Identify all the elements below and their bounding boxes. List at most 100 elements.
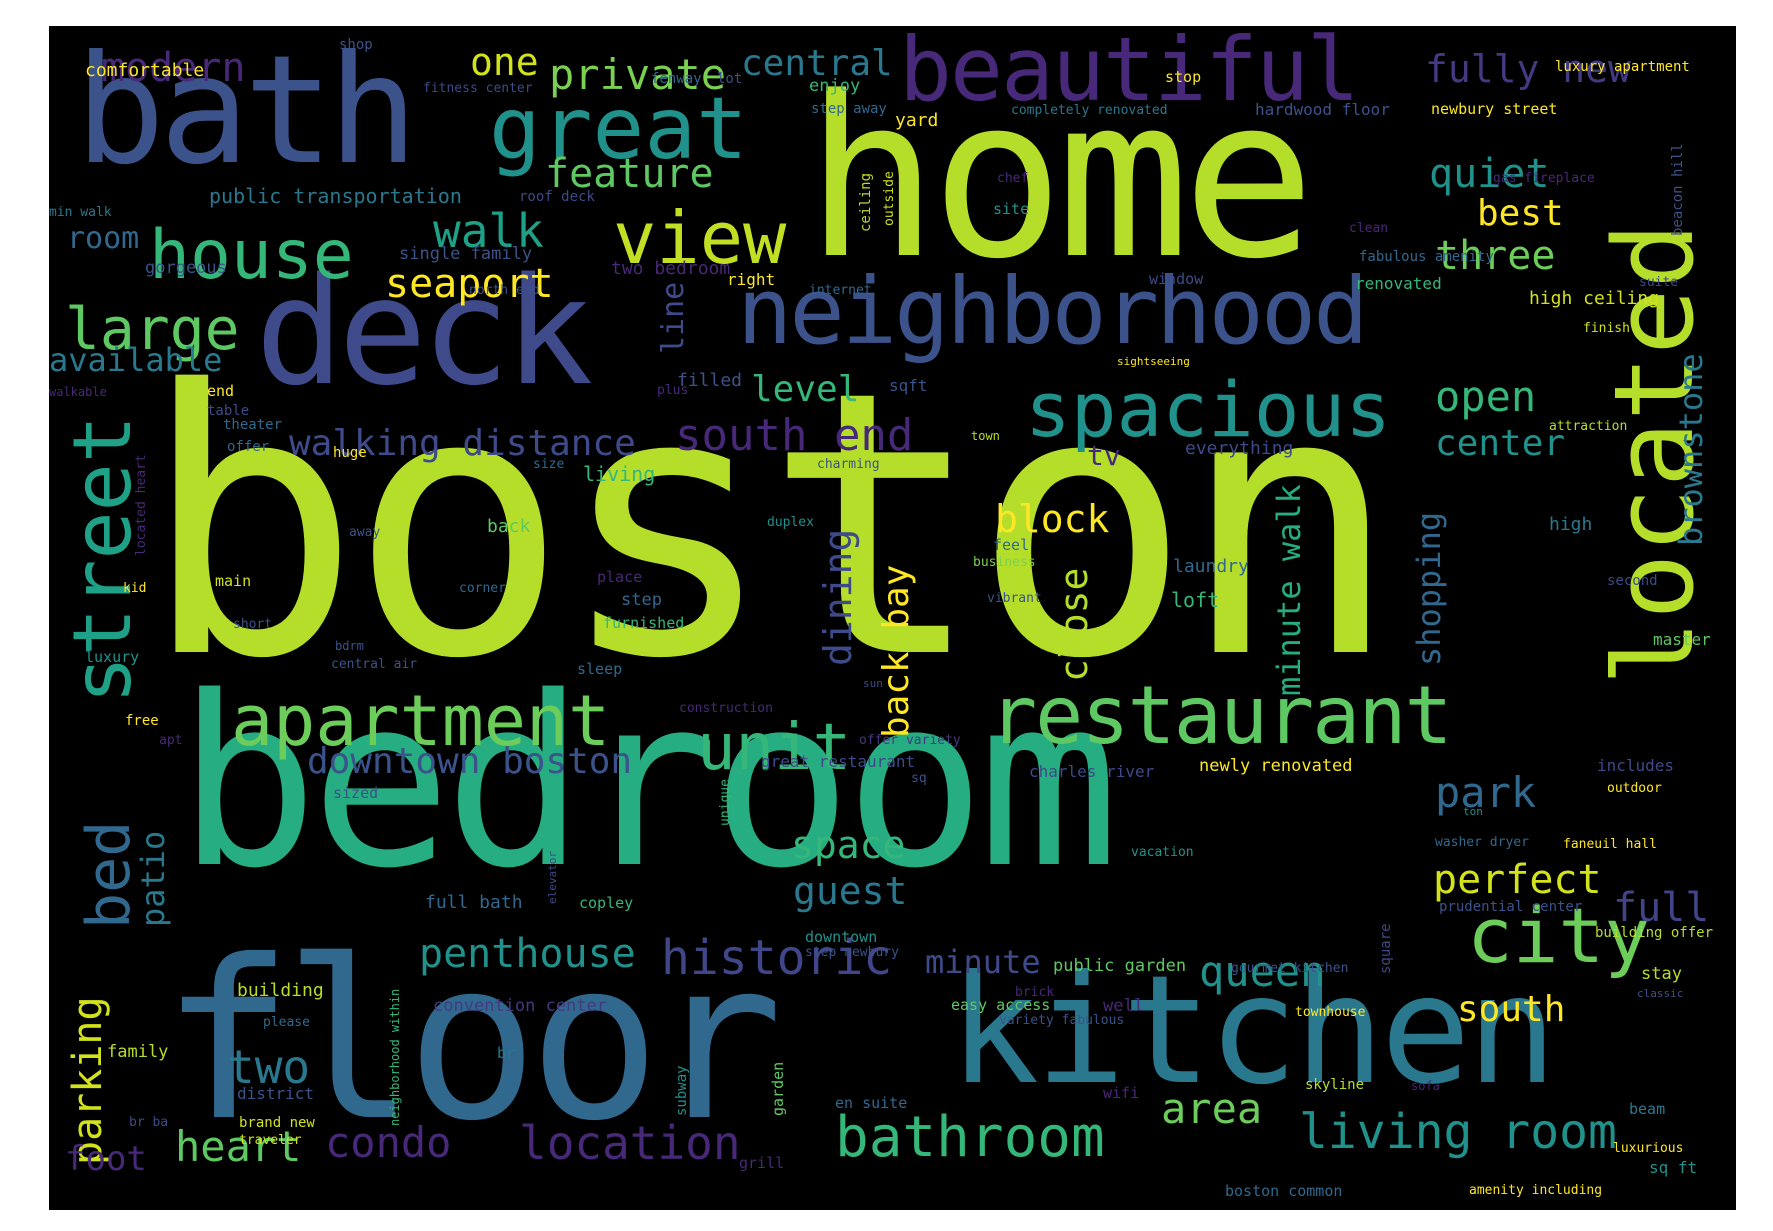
word: corner <box>459 581 506 596</box>
word: bdrm <box>335 639 364 653</box>
word: city <box>1467 891 1651 980</box>
word: town <box>971 429 1000 443</box>
word: sized <box>333 784 379 802</box>
word: suite <box>1639 275 1679 290</box>
word: attraction <box>1549 419 1628 434</box>
word: single family <box>399 244 533 264</box>
word: table <box>207 403 250 419</box>
word: main <box>215 572 252 590</box>
word: fully new <box>1425 47 1631 91</box>
word: enjoy <box>809 76 861 96</box>
word: newly renovated <box>1199 756 1353 776</box>
word: building offer <box>1595 925 1714 941</box>
word: step <box>621 590 662 610</box>
word: renovated <box>1355 274 1442 293</box>
word: please <box>263 1015 310 1030</box>
word: min walk <box>49 205 112 220</box>
word: master <box>1653 630 1711 649</box>
word: public transportation <box>209 184 462 208</box>
word: lot <box>717 71 743 87</box>
word: easy access <box>951 996 1051 1014</box>
word: away <box>349 525 381 540</box>
word: offer <box>227 439 270 455</box>
word: copley <box>579 894 634 912</box>
word: back bay <box>876 564 917 738</box>
word: central air <box>331 657 418 672</box>
word: level <box>751 369 860 410</box>
word: sq ft <box>1649 1158 1698 1177</box>
word: fabulous amenity <box>1359 249 1494 265</box>
word: boston common <box>1225 1182 1343 1200</box>
word: charles river <box>1029 762 1155 781</box>
word: duplex <box>767 515 814 530</box>
word: great restaurant <box>761 752 916 771</box>
word: one <box>470 40 539 84</box>
word: available <box>49 341 223 379</box>
word: construction <box>679 701 773 716</box>
word: walkable <box>49 385 107 399</box>
word: quiet <box>1429 151 1550 197</box>
word: great <box>489 79 748 179</box>
word: building <box>237 980 324 1001</box>
word: skyline <box>1305 1077 1365 1093</box>
word: ceiling <box>858 172 874 232</box>
word: townhouse <box>1295 1005 1366 1020</box>
word: foot <box>65 1139 147 1179</box>
word: second <box>1607 573 1658 589</box>
word: bath <box>75 26 418 198</box>
word: short <box>233 617 273 632</box>
word: boston <box>141 314 1399 739</box>
word: offer variety <box>859 733 961 748</box>
word: walking distance <box>289 423 636 464</box>
word: room <box>67 221 140 256</box>
word: elevator <box>546 851 559 904</box>
word: luxurious <box>1613 1141 1684 1156</box>
word: includes <box>1597 756 1675 775</box>
word: business <box>973 555 1036 570</box>
word: ton <box>1463 805 1483 818</box>
word: floor <box>161 913 783 1169</box>
word: vibrant <box>987 591 1042 606</box>
word: comfortable <box>85 60 205 81</box>
word: theater <box>223 417 283 433</box>
word: chef <box>997 171 1029 186</box>
word: district <box>237 1084 315 1103</box>
word: window <box>1149 270 1204 288</box>
word: area <box>1161 1084 1263 1133</box>
word: living room <box>1299 1104 1617 1160</box>
word: sofa <box>1411 1079 1440 1093</box>
word: vacation <box>1131 845 1194 860</box>
word: shop <box>339 37 373 53</box>
word: north end <box>469 283 540 298</box>
word: outdoor <box>1607 781 1662 796</box>
word: center <box>1435 423 1566 464</box>
word: three <box>1435 233 1556 279</box>
word: kitchen <box>949 944 1557 1118</box>
word: condo <box>325 1118 452 1167</box>
word: walk <box>433 204 544 258</box>
word: outside <box>882 171 897 226</box>
word: luxury <box>85 648 140 666</box>
word: square <box>1378 923 1394 974</box>
word: well <box>1103 996 1144 1016</box>
word: faneuil hall <box>1563 837 1657 852</box>
word: stop <box>1165 68 1202 86</box>
word: internet <box>809 283 872 298</box>
word: washer dryer <box>1435 835 1529 850</box>
word: completely renovated <box>1011 103 1168 118</box>
word: minute <box>925 943 1041 981</box>
word: downtown boston <box>307 741 633 782</box>
word: luxury apartment <box>1555 59 1690 75</box>
word: bathroom <box>835 1105 1105 1170</box>
word: fenway <box>651 71 702 87</box>
word: historic <box>661 930 893 986</box>
word: beacon hill <box>1670 143 1686 236</box>
word: two bedroom <box>611 258 731 279</box>
word: block <box>995 497 1110 541</box>
word: classic <box>1637 987 1684 1000</box>
word: place <box>597 568 643 586</box>
word: everything <box>1185 438 1294 459</box>
word: unit <box>697 711 852 785</box>
word: wifi <box>1103 1084 1140 1102</box>
word: step away <box>811 101 887 117</box>
